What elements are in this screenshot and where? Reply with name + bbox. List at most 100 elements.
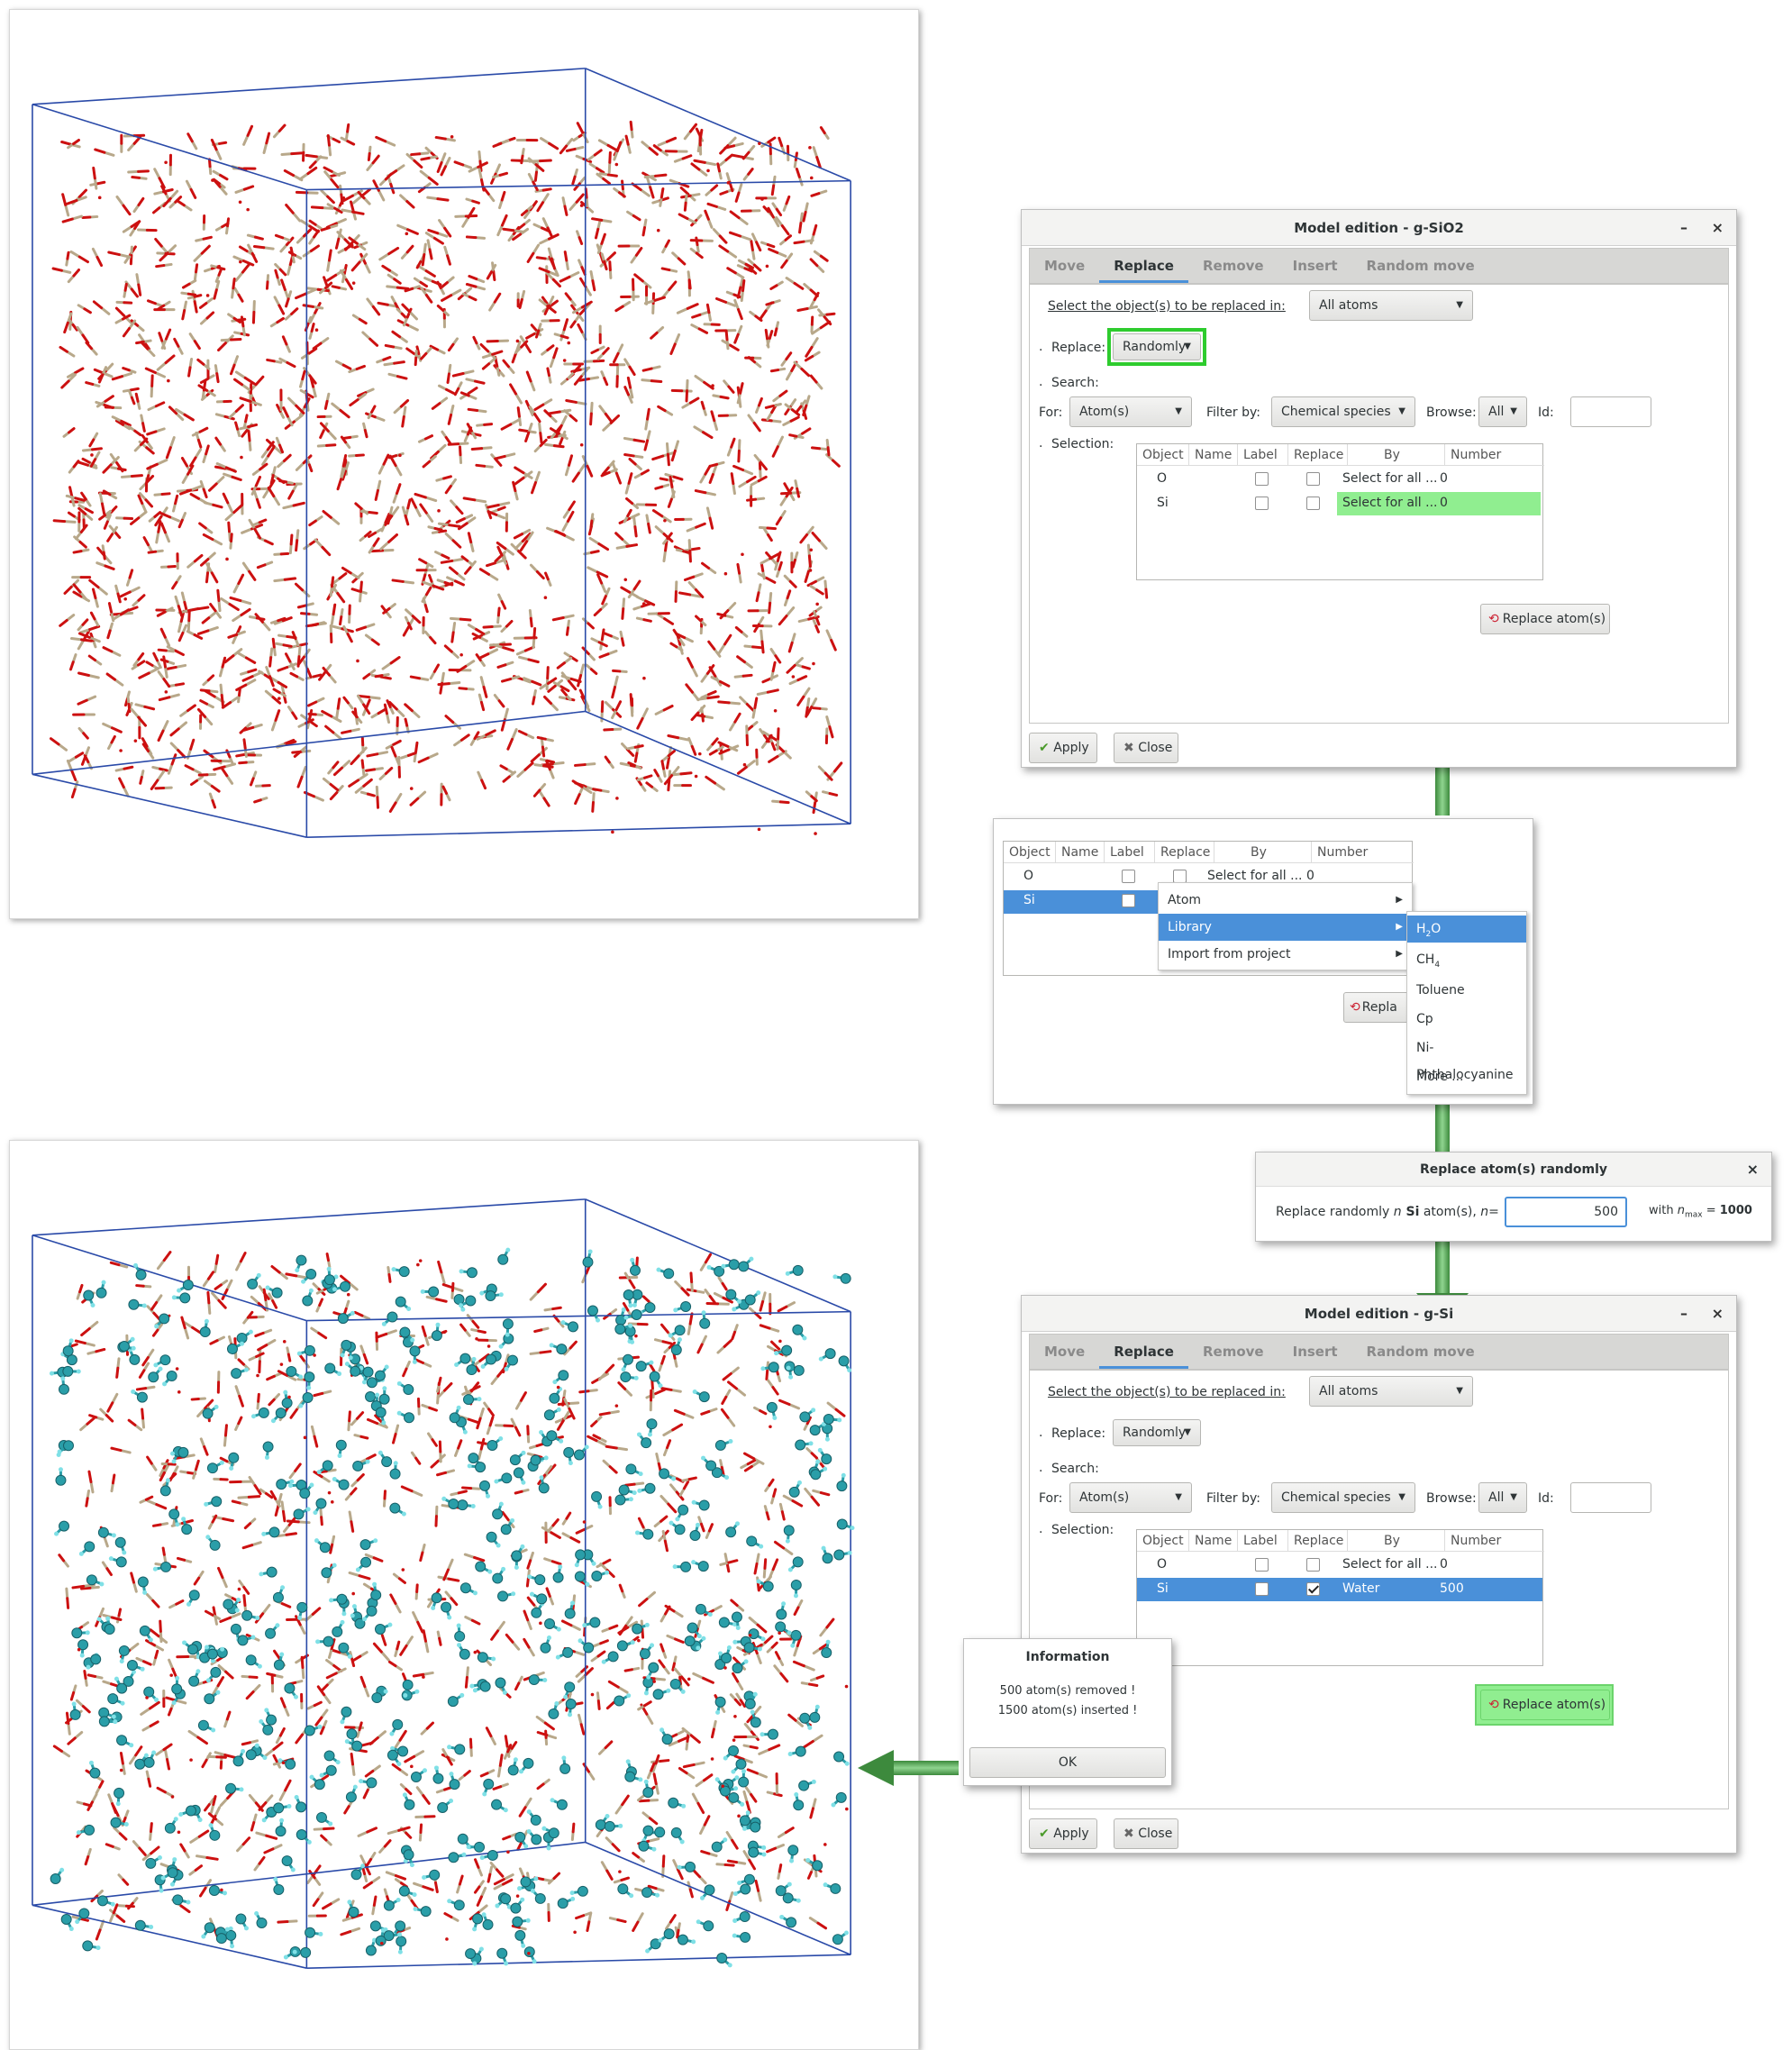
row-by[interactable]: Select for all ... (1342, 1557, 1438, 1572)
selection-label: Selection: (1051, 1523, 1114, 1537)
tab-remove[interactable]: Remove (1202, 1344, 1264, 1360)
id-input[interactable] (1570, 1482, 1651, 1513)
label-checkbox[interactable] (1255, 1558, 1269, 1572)
minimize-button[interactable]: – (1680, 1305, 1687, 1322)
close-icon: ✖ (1123, 741, 1134, 755)
apply-button[interactable]: ✔ Apply (1029, 733, 1097, 763)
column-header[interactable]: Number (1445, 1530, 1544, 1552)
label-checkbox[interactable] (1255, 472, 1269, 486)
replace-atoms-button[interactable]: ⟲ Repla (1343, 992, 1415, 1023)
minimize-button[interactable]: – (1680, 219, 1687, 236)
menu-item-import[interactable]: Import from project ▶ (1159, 941, 1412, 968)
filter-label: Filter by: (1206, 1491, 1260, 1506)
replace-count-input[interactable]: 500 (1505, 1197, 1627, 1227)
menu-item-label: Atom (1168, 893, 1202, 907)
column-header[interactable]: Replace (1155, 842, 1214, 863)
column-header[interactable]: Label (1105, 842, 1155, 863)
filter-combo[interactable]: Chemical species ▼ (1271, 396, 1415, 427)
selected-row (1137, 1578, 1542, 1601)
replace-mode-value: Randomly (1123, 1426, 1187, 1440)
chevron-down-icon: ▼ (1456, 1386, 1463, 1396)
tab-bar: Move Replace Remove Insert Random move (1029, 1334, 1729, 1370)
for-combo[interactable]: Atom(s) ▼ (1069, 1482, 1192, 1513)
objects-combo[interactable]: All atoms ▼ (1309, 290, 1473, 321)
submenu-item-more[interactable]: More ... (1416, 1070, 1464, 1084)
row-by[interactable]: Water (1342, 1581, 1380, 1596)
close-window-button[interactable]: × (1711, 219, 1724, 236)
submenu-item-ch4[interactable]: CH4 (1416, 952, 1441, 970)
id-label: Id: (1538, 1491, 1554, 1506)
label-checkbox[interactable] (1122, 870, 1135, 883)
prompt-species: Si (1401, 1205, 1420, 1219)
close-window-button[interactable]: × (1711, 1305, 1724, 1322)
menu-item-library[interactable]: Library ▶ (1159, 914, 1412, 941)
column-header[interactable]: By (1348, 444, 1445, 466)
close-button[interactable]: ✖ Close (1114, 1818, 1178, 1849)
submenu-item-h2o[interactable]: H2O (1407, 916, 1526, 943)
replace-checkbox[interactable] (1306, 497, 1320, 510)
tab-replace[interactable]: Replace (1099, 249, 1188, 283)
tab-random-move[interactable]: Random move (1366, 258, 1475, 274)
tab-insert[interactable]: Insert (1292, 258, 1338, 274)
column-header[interactable]: By (1348, 1530, 1445, 1552)
column-header[interactable]: Label (1238, 444, 1288, 466)
replace-checkbox[interactable] (1173, 870, 1187, 883)
tab-random-move[interactable]: Random move (1366, 1344, 1475, 1360)
label-checkbox[interactable] (1255, 497, 1269, 510)
replace-checkbox[interactable] (1306, 1558, 1320, 1572)
for-combo[interactable]: Atom(s) ▼ (1069, 396, 1192, 427)
selection-tree[interactable]: Object Name Label Replace By Number O Se… (1136, 443, 1544, 580)
column-header[interactable]: Object (1137, 444, 1189, 466)
browse-combo[interactable]: All ▼ (1478, 1482, 1527, 1513)
browse-combo[interactable]: All ▼ (1478, 396, 1527, 427)
replace-atoms-label: Replace atom(s) (1502, 612, 1606, 626)
objects-combo[interactable]: All atoms ▼ (1309, 1376, 1473, 1407)
id-input[interactable] (1570, 396, 1651, 427)
submenu-item-cp[interactable]: Cp (1416, 1012, 1433, 1026)
column-header[interactable]: By (1214, 842, 1312, 863)
replace-label: Replace: (1051, 1426, 1106, 1441)
replace-mode-combo[interactable]: Randomly ▼ (1113, 333, 1201, 360)
column-header[interactable]: Number (1445, 444, 1544, 466)
replace-checkbox[interactable] (1306, 472, 1320, 486)
close-label: Close (1138, 741, 1173, 755)
column-header[interactable]: Name (1189, 444, 1238, 466)
apply-button[interactable]: ✔ Apply (1029, 1818, 1097, 1849)
column-header[interactable]: Number (1312, 842, 1414, 863)
simulation-box (32, 68, 851, 838)
row-by[interactable]: Select for all ... (1342, 496, 1438, 510)
tab-replace[interactable]: Replace (1099, 1335, 1188, 1369)
submenu-item-toluene[interactable]: Toluene (1416, 983, 1465, 998)
column-header[interactable]: Label (1238, 1530, 1288, 1552)
selection-tree[interactable]: Object Name Label Replace By Number O Se… (1136, 1529, 1544, 1666)
menu-item-atom[interactable]: Atom ▶ (1159, 887, 1412, 914)
row-by[interactable]: Select for all ... (1342, 471, 1438, 486)
replace-atoms-button[interactable]: ⟲ Replace atom(s) (1480, 1690, 1610, 1720)
tab-insert[interactable]: Insert (1292, 1344, 1338, 1360)
replace-mode-combo[interactable]: Randomly ▼ (1113, 1419, 1201, 1446)
column-header[interactable]: Object (1137, 1530, 1189, 1552)
column-header[interactable]: Name (1056, 842, 1105, 863)
bullet: . (1039, 1522, 1043, 1536)
filter-combo[interactable]: Chemical species ▼ (1271, 1482, 1415, 1513)
ok-button[interactable]: OK (969, 1747, 1166, 1778)
label-checkbox[interactable] (1122, 894, 1135, 907)
column-header[interactable]: Name (1189, 1530, 1238, 1552)
column-header[interactable]: Replace (1288, 1530, 1348, 1552)
column-header[interactable]: Object (1004, 842, 1056, 863)
tab-content: Select the object(s) to be replaced in: … (1029, 284, 1729, 724)
close-window-button[interactable]: × (1746, 1161, 1759, 1178)
submenu-item-ni-phthalocyanine[interactable]: Ni-Phthalocyanine (1416, 1041, 1514, 1082)
tab-move[interactable]: Move (1044, 1344, 1086, 1360)
search-label: Search: (1051, 376, 1099, 390)
close-button[interactable]: ✖ Close (1114, 733, 1178, 763)
replace-atoms-button[interactable]: ⟲ Replace atom(s) (1480, 604, 1610, 634)
tab-move[interactable]: Move (1044, 258, 1086, 274)
row-by[interactable]: Select for all ... (1207, 869, 1303, 883)
chevron-down-icon: ▼ (1510, 406, 1517, 416)
replace-checkbox-checked[interactable] (1306, 1582, 1320, 1596)
column-header[interactable]: Replace (1288, 444, 1348, 466)
chevron-down-icon: ▼ (1184, 342, 1191, 351)
label-checkbox[interactable] (1255, 1582, 1269, 1596)
tab-remove[interactable]: Remove (1202, 258, 1264, 274)
